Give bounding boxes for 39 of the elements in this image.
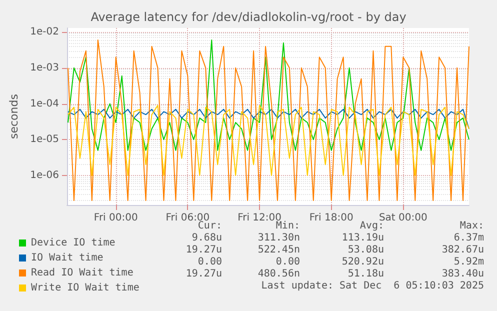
y-tick-label: 1e-03: [30, 62, 59, 74]
text: 51.18u: [348, 268, 384, 280]
text: Max:: [460, 220, 484, 232]
y-axis-title: seconds: [7, 94, 20, 139]
text: 53.08u: [348, 244, 384, 256]
text: Last update: Sat Dec 6 05:10:03 2025: [261, 280, 484, 292]
legend-label: Device IO time: [31, 238, 116, 248]
text: 5.92m: [454, 256, 484, 268]
text: 0.00: [276, 256, 300, 268]
text: 9.68u: [192, 232, 222, 244]
y-tick-label: 1e-06: [30, 170, 59, 181]
y-tick-label: 1e-04: [30, 98, 59, 110]
text: 19.27u: [186, 268, 222, 280]
line-series: [68, 108, 470, 130]
y-tick-label: 1e-05: [30, 134, 59, 146]
x-tick-label: Fri 18:00: [309, 212, 354, 224]
legend-label: IO Wait time: [31, 252, 104, 264]
text: 0.00: [198, 256, 222, 268]
legend-label: Read IO Wait time: [31, 268, 134, 278]
y-tick-label: 1e-02: [30, 26, 59, 38]
line-series: [68, 40, 470, 202]
text: Cur:: [198, 220, 222, 232]
text: 383.40u: [442, 268, 484, 280]
x-tick-label: Fri 00:00: [94, 212, 138, 224]
line-series: [68, 104, 470, 176]
text: Avg:: [360, 220, 384, 232]
chart-title: Average latency for /dev/diadlokolin-vg/root - by day: [90, 10, 406, 24]
text: 113.19u: [342, 232, 384, 244]
legend-label: Write IO Wait time: [31, 282, 140, 294]
x-tick-label: Sat 00:00: [378, 212, 428, 224]
text: 19.27u: [186, 244, 222, 256]
text: 520.92u: [342, 256, 384, 268]
line-series: [68, 40, 470, 151]
text: 311.30n: [258, 232, 300, 244]
text: 6.37m: [454, 232, 484, 244]
text: 480.56n: [258, 268, 300, 280]
text: Min:: [276, 220, 300, 232]
text: 522.45n: [258, 244, 300, 256]
text: 382.67u: [442, 244, 484, 256]
